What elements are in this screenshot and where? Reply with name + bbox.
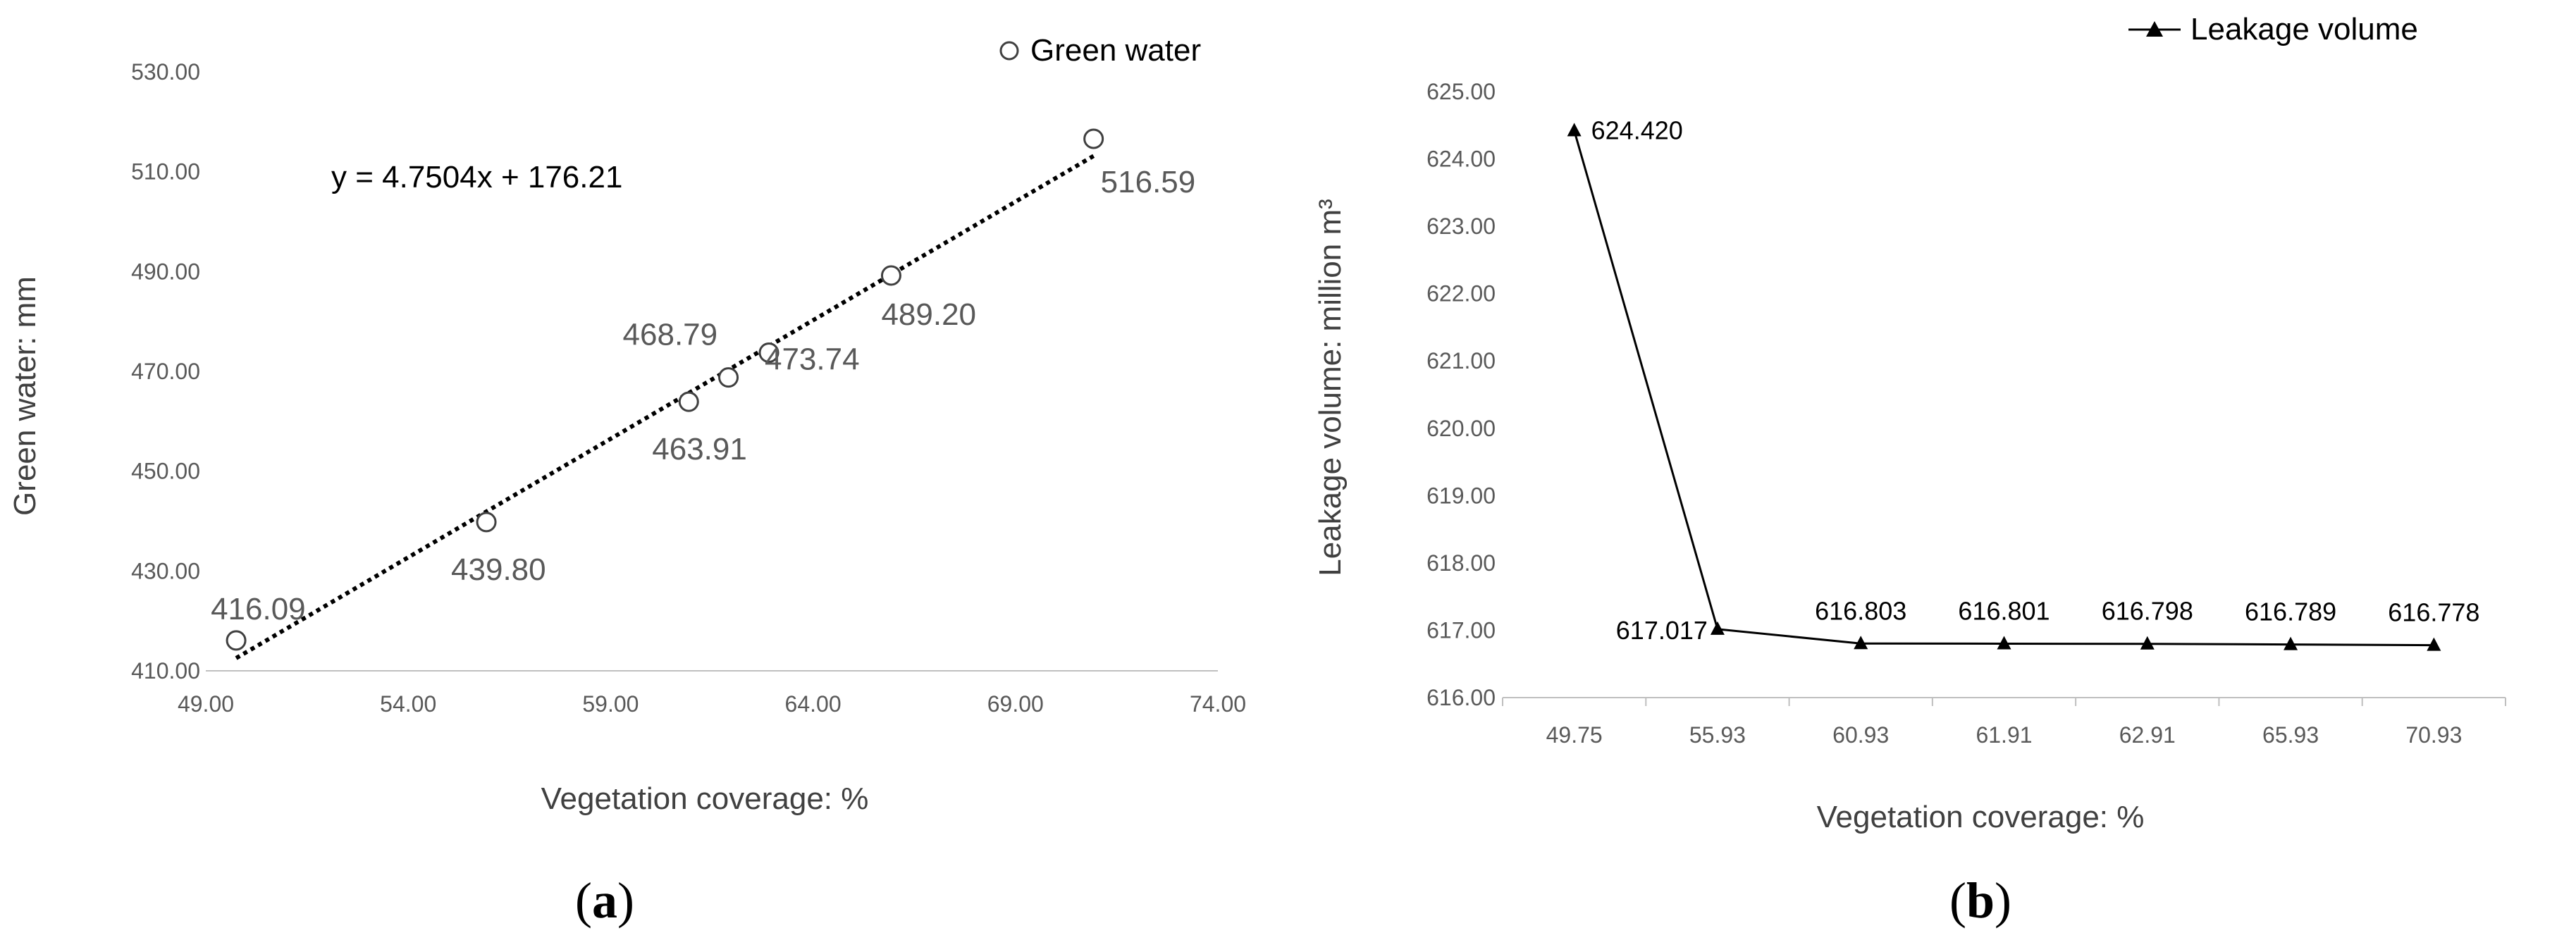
chart-a-trendline [235, 154, 1095, 660]
chart-b-x-tick-label: 61.91 [1976, 722, 2032, 748]
chart-a-x-tick-label: 64.00 [785, 691, 842, 717]
chart-a-legend: Green water [999, 33, 1201, 68]
chart-a-point [718, 367, 739, 388]
chart-b-data-label: 616.798 [2102, 597, 2193, 626]
chart-a-scatter: 410.00 430.00 450.00 470.00 490.00 510.00 530.… [8, 33, 1246, 816]
chart-b-point [1854, 636, 1868, 650]
chart-b-data-labels: 624.420 617.017 616.803 616.801 616.798 616.7… [1591, 116, 2480, 644]
chart-a-data-label: 463.91 [652, 432, 747, 466]
chart-a-data-label: 439.80 [451, 552, 546, 587]
chart-a-x-tick-label: 74.00 [1190, 691, 1246, 717]
chart-b-y-tick-label: 616.00 [1426, 685, 1496, 710]
chart-a-x-axis-title: Vegetation coverage: % [541, 781, 869, 816]
chart-b-point [2427, 637, 2441, 651]
chart-b-y-tick-label: 623.00 [1426, 214, 1496, 239]
chart-a-point [226, 630, 247, 651]
chart-b-data-label: 616.789 [2245, 598, 2336, 626]
chart-b-y-ticks: 616.00 617.00 618.00 619.00 620.00 621.00 622.… [1426, 79, 1496, 710]
chart-a-y-tick-label: 490.00 [131, 259, 200, 284]
chart-a-data-label: 516.59 [1101, 165, 1196, 199]
chart-a-y-tick-label: 470.00 [131, 359, 200, 384]
chart-b-data-label: 616.801 [1958, 596, 2050, 625]
chart-b-y-tick-label: 621.00 [1426, 348, 1496, 373]
chart-a-data-labels: 416.09 439.80 463.91 468.79 473.74 489.20 516.… [211, 165, 1195, 626]
chart-a-x-tick-label: 54.00 [380, 691, 436, 717]
chart-a-y-tick-label: 410.00 [131, 658, 200, 684]
chart-a-y-tick-label: 450.00 [131, 459, 200, 484]
chart-b-data-label: 616.803 [1815, 596, 1906, 625]
chart-b-legend-marker [2146, 21, 2163, 37]
chart-b-series-line [1573, 130, 2434, 647]
chart-b-y-axis-title: Leakage volume: million m³ [1313, 199, 1348, 576]
chart-a-point [476, 512, 497, 533]
chart-a-x-tick-label: 69.00 [987, 691, 1044, 717]
chart-a-x-tick-label: 59.00 [582, 691, 639, 717]
chart-a-x-ticks: 49.00 54.00 59.00 64.00 69.00 74.00 [178, 691, 1246, 717]
chart-b-y-tick-label: 618.00 [1426, 550, 1496, 576]
chart-b-x-tick-label: 70.93 [2405, 722, 2462, 748]
chart-b-point [1710, 621, 1725, 635]
chart-a-y-axis-title: Green water: mm [8, 276, 42, 516]
chart-a-legend-marker [999, 41, 1019, 61]
chart-a-data-label: 468.79 [623, 318, 718, 352]
chart-a-point [880, 265, 901, 286]
chart-b-x-tick-label: 65.93 [2262, 722, 2319, 748]
chart-b-point [2284, 636, 2298, 650]
chart-a-point [678, 391, 699, 412]
chart-b-y-tick-label: 620.00 [1426, 416, 1496, 441]
chart-b-y-tick-label: 619.00 [1426, 483, 1496, 508]
chart-a-y-tick-label: 430.00 [131, 558, 200, 583]
chart-a-trend-equation: y = 4.7504x + 176.21 [331, 160, 622, 194]
chart-b-legend-label: Leakage volume [2190, 12, 2418, 47]
chart-a-y-tick-label: 530.00 [131, 59, 200, 85]
chart-b-point [1567, 123, 1582, 137]
chart-b-point [1997, 636, 2011, 650]
chart-a-x-tick-label: 49.00 [178, 691, 234, 717]
chart-a-point [1083, 128, 1104, 149]
chart-b-data-label: 624.420 [1591, 116, 1683, 144]
chart-b-y-tick-label: 624.00 [1426, 147, 1496, 172]
chart-b-line: 616.00 617.00 618.00 619.00 620.00 621.00 622.… [1313, 12, 2506, 834]
chart-b-data-label: 617.017 [1616, 616, 1708, 645]
chart-b-data-label: 616.778 [2388, 598, 2479, 627]
chart-a-legend-label: Green water [1030, 33, 1201, 68]
chart-b-legend: Leakage volume [2128, 12, 2418, 47]
panel-a-label: (a) [575, 872, 634, 929]
chart-b-x-tick-label: 55.93 [1689, 722, 1746, 748]
chart-a-point [758, 342, 779, 364]
chart-a-data-label: 489.20 [881, 297, 976, 332]
chart-b-y-tick-label: 625.00 [1426, 79, 1496, 104]
chart-a-points [226, 128, 1104, 651]
chart-b-category-tick-marks [1502, 698, 2506, 706]
chart-a-trendline-segment [235, 154, 1095, 660]
chart-b-y-tick-label: 622.00 [1426, 281, 1496, 307]
chart-a-data-label: 416.09 [211, 592, 306, 626]
chart-a-data-label: 473.74 [765, 342, 860, 377]
chart-b-x-tick-label: 60.93 [1832, 722, 1889, 748]
chart-a-y-tick-label: 510.00 [131, 159, 200, 185]
chart-b-x-tick-label: 49.75 [1546, 722, 1603, 748]
chart-a-y-ticks: 410.00 430.00 450.00 470.00 490.00 510.00 530.… [131, 59, 200, 684]
chart-b-x-ticks: 49.75 55.93 60.93 61.91 62.91 65.93 70.93 [1546, 722, 2463, 748]
chart-b-points [1567, 123, 2441, 651]
chart-b-x-axis-title: Vegetation coverage: % [1817, 800, 2145, 834]
chart-b-point [2140, 636, 2155, 650]
chart-b-y-tick-label: 617.00 [1426, 617, 1496, 643]
panel-b-label: (b) [1949, 872, 2011, 929]
chart-b-x-tick-label: 62.91 [2119, 722, 2176, 748]
